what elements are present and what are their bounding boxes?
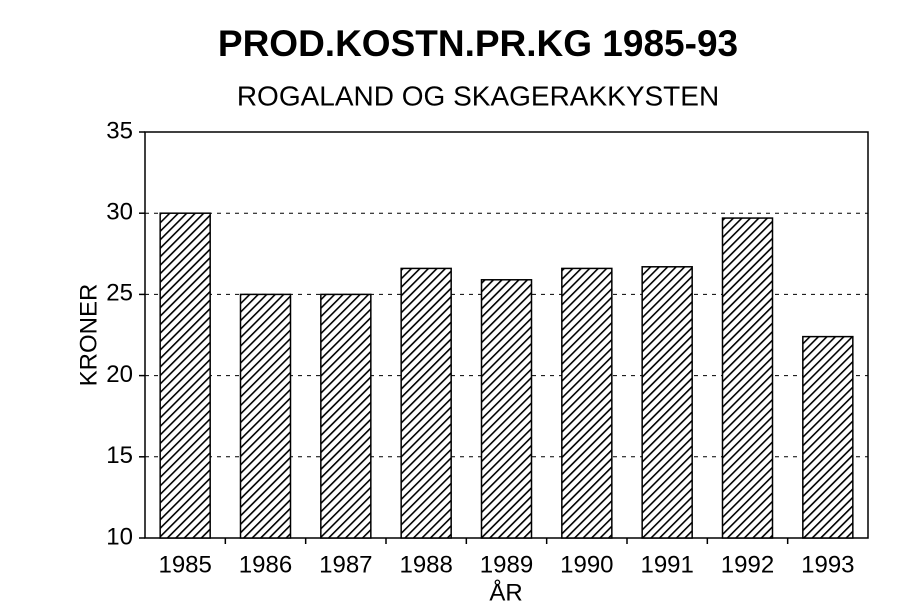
- bar: [641, 266, 693, 539]
- x-tick-label: 1988: [399, 551, 452, 578]
- y-tick-label: 10: [106, 523, 133, 550]
- bar: [159, 212, 211, 539]
- y-tick-label: 30: [106, 199, 133, 226]
- bar: [320, 293, 372, 539]
- x-tick-label: 1985: [158, 551, 211, 578]
- x-tick-label: 1991: [640, 551, 693, 578]
- y-tick-label: 15: [106, 442, 133, 469]
- y-tick-label: 25: [106, 280, 133, 307]
- x-tick-label: 1987: [319, 551, 372, 578]
- bar: [561, 267, 613, 539]
- x-tick-label: 1992: [721, 551, 774, 578]
- x-tick-label: 1993: [801, 551, 854, 578]
- y-tick-label: 20: [106, 361, 133, 388]
- y-tick-label: 35: [106, 117, 133, 144]
- y-axis-label: KRONER: [75, 284, 102, 387]
- chart-title: PROD.KOSTN.PR.KG 1985-93: [218, 23, 738, 64]
- x-axis-label: ÅR: [489, 578, 522, 606]
- x-tick-label: 1990: [560, 551, 613, 578]
- x-tick-label: 1989: [480, 551, 533, 578]
- x-tick-label: 1986: [239, 551, 292, 578]
- bar: [239, 293, 292, 539]
- bar: [802, 335, 854, 539]
- bar: [400, 267, 452, 539]
- bar: [721, 217, 774, 539]
- bar: [480, 279, 533, 539]
- chart-subtitle: ROGALAND OG SKAGERAKKYSTEN: [237, 80, 719, 111]
